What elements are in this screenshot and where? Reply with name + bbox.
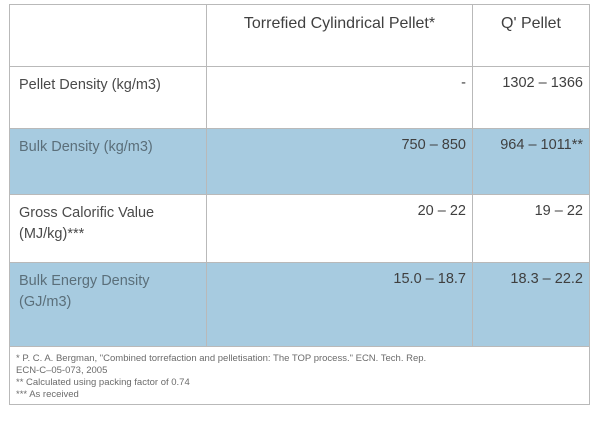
footnote-packing-factor: ** Calculated using packing factor of 0.… [16, 377, 190, 388]
row-label: Pellet Density (kg/m3) [9, 66, 207, 129]
footnote-reference-id: ECN-C–05-073, 2005 [16, 365, 108, 376]
pellet-comparison-table: Torrefied Cylindrical Pellet* Q' Pellet … [9, 4, 590, 405]
cell-q-pellet: 18.3 – 22.2 [472, 262, 590, 347]
footnotes: * P. C. A. Bergman, "Combined torrefacti… [9, 346, 590, 405]
header-empty-cell [9, 4, 207, 67]
cell-torrefied: 15.0 – 18.7 [206, 262, 473, 347]
cell-q-pellet: 19 – 22 [472, 194, 590, 263]
header-torrefied: Torrefied Cylindrical Pellet* [206, 4, 473, 67]
footnote-as-received: *** As received [16, 389, 79, 400]
table-row-pellet-density: Pellet Density (kg/m3) - 1302 – 1366 [9, 66, 590, 129]
table-row-bulk-energy-density: Bulk Energy Density (GJ/m3) 15.0 – 18.7 … [9, 262, 590, 347]
header-q-pellet: Q' Pellet [472, 4, 590, 67]
cell-q-pellet: 1302 – 1366 [472, 66, 590, 129]
row-label: Gross Calorific Value (MJ/kg)*** [9, 194, 207, 263]
footnotes-row: * P. C. A. Bergman, "Combined torrefacti… [9, 346, 590, 405]
table-row-gross-calorific-value: Gross Calorific Value (MJ/kg)*** 20 – 22… [9, 194, 590, 263]
row-label: Bulk Density (kg/m3) [9, 128, 207, 195]
cell-torrefied: 20 – 22 [206, 194, 473, 263]
table-row-bulk-density: Bulk Density (kg/m3) 750 – 850 964 – 101… [9, 128, 590, 195]
comparison-table-container: Torrefied Cylindrical Pellet* Q' Pellet … [9, 4, 590, 405]
cell-torrefied: - [206, 66, 473, 129]
header-row: Torrefied Cylindrical Pellet* Q' Pellet [9, 4, 590, 67]
cell-q-pellet: 964 – 1011** [472, 128, 590, 195]
footnote-reference: * P. C. A. Bergman, "Combined torrefacti… [16, 353, 427, 364]
row-label: Bulk Energy Density (GJ/m3) [9, 262, 207, 347]
cell-torrefied: 750 – 850 [206, 128, 473, 195]
